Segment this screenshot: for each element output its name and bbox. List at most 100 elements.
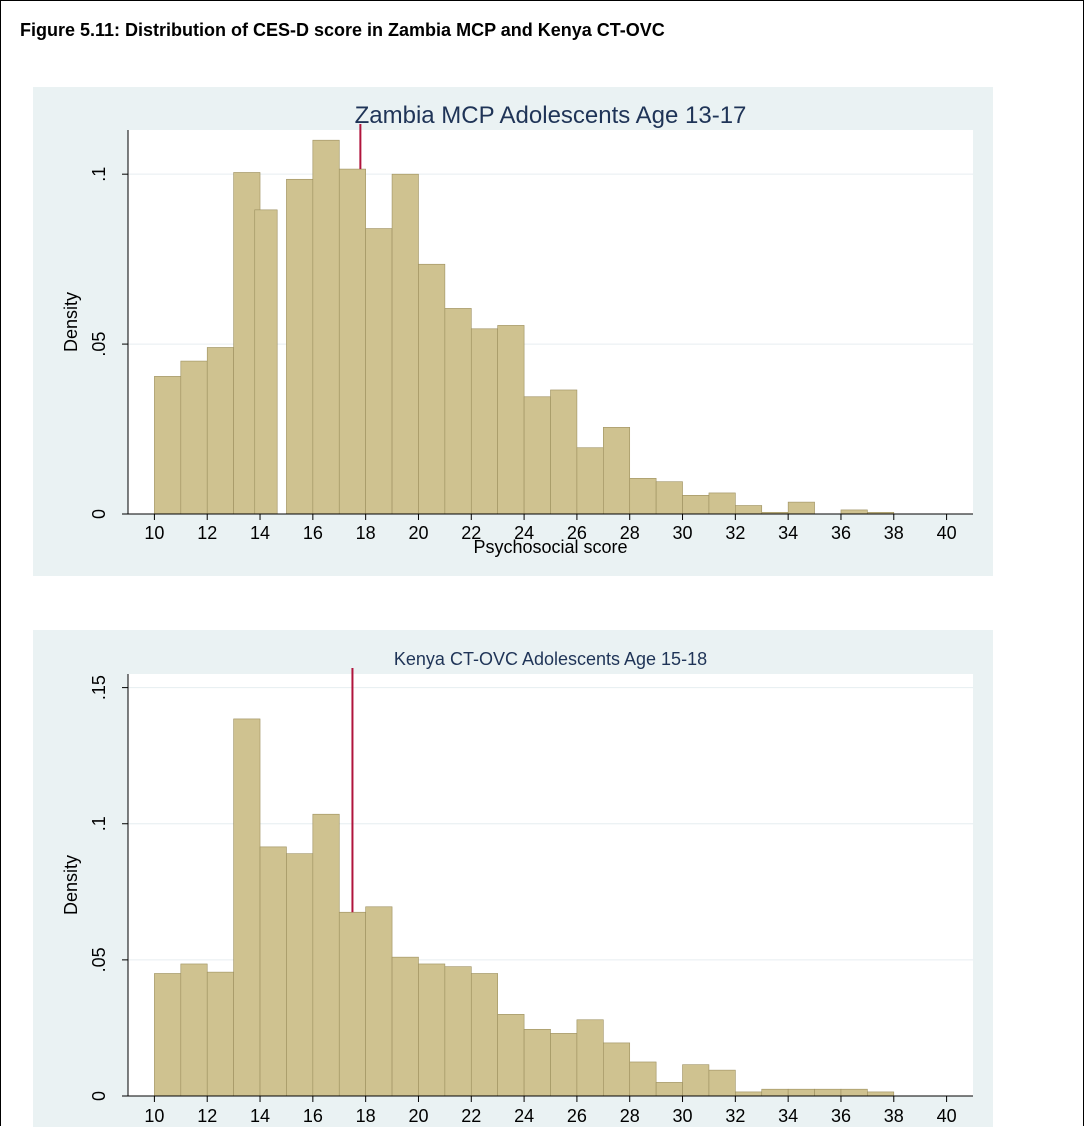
x-tick-label: 14: [250, 523, 270, 543]
histogram-bar: [497, 1014, 525, 1097]
x-tick-label: 10: [144, 523, 164, 543]
histogram-bar: [206, 971, 234, 1097]
x-tick-label: 34: [778, 1106, 798, 1126]
x-tick-label: 38: [884, 523, 904, 543]
y-tick-label: .1: [89, 167, 109, 182]
figure-title: Figure 5.11: Distribution of CES-D score…: [20, 20, 665, 40]
x-tick-label: 18: [356, 523, 376, 543]
histogram-bar: [444, 308, 472, 515]
x-tick-label: 10: [144, 1106, 164, 1126]
histogram-bar: [708, 492, 736, 515]
histogram-bar: [180, 963, 208, 1097]
histogram-bar: [444, 966, 472, 1097]
x-tick-label: 20: [408, 523, 428, 543]
histogram-bar: [312, 139, 340, 515]
histogram-bar: [418, 263, 446, 515]
x-tick-label: 20: [408, 1106, 428, 1126]
histogram-bar: [391, 956, 419, 1097]
x-tick-label: 30: [673, 1106, 693, 1126]
x-tick-label: 16: [303, 1106, 323, 1126]
x-tick-label: 32: [725, 523, 745, 543]
histogram-bar: [497, 325, 525, 515]
histogram-bar: [787, 501, 815, 515]
chart-title: Kenya CT-OVC Adolescents Age 15-18: [394, 649, 707, 669]
histogram-bar: [254, 209, 278, 515]
histogram-bar: [682, 1064, 710, 1097]
x-tick-label: 28: [620, 523, 640, 543]
histogram-bar: [470, 973, 498, 1097]
y-tick-label: .15: [89, 675, 109, 700]
histogram-bar: [154, 376, 182, 515]
histogram-bar: [338, 168, 366, 515]
x-tick-label: 34: [778, 523, 798, 543]
zambia-chart-panel: 10 12 14 16 18 20 22 24 26 28 30 32 34 36 38 40 0 .05 .1 Za…: [33, 87, 993, 576]
histogram-bar: [418, 963, 446, 1097]
histogram-bar: [629, 1061, 657, 1097]
histogram-bar: [655, 481, 683, 515]
x-tick-label: 24: [514, 1106, 534, 1126]
histogram-bar: [787, 1088, 815, 1097]
x-axis-label: Psychosocial score: [473, 537, 627, 557]
histogram-bar: [735, 1091, 763, 1097]
zambia-histogram: 10 12 14 16 18 20 22 24 26 28 30 32 34 36 38 40 0 .05 .1 Za…: [61, 102, 973, 557]
histogram-bar: [576, 447, 604, 515]
histogram-bar: [154, 973, 182, 1097]
histogram-bar: [365, 906, 393, 1097]
y-tick-label: 0: [89, 509, 109, 519]
x-tick-label: 38: [884, 1106, 904, 1126]
histogram-bar: [708, 1069, 736, 1097]
x-tick-label: 30: [673, 523, 693, 543]
x-tick-label: 14: [250, 1106, 270, 1126]
histogram-bar: [470, 328, 498, 515]
x-tick-label: 26: [567, 523, 587, 543]
histogram-bar: [550, 1033, 578, 1097]
histogram-bar: [523, 396, 551, 515]
y-axis-label: Density: [61, 292, 81, 352]
x-tick-label: 32: [725, 1106, 745, 1126]
kenya-chart-panel: 10 12 14 16 18 20 22 24 26 28 30 32 34 36 38 40 0 .05 .1 .1…: [33, 630, 993, 1127]
y-tick-label: 0: [89, 1091, 109, 1101]
histogram-bar: [259, 846, 287, 1097]
histogram-bar: [233, 718, 261, 1097]
histogram-bar: [761, 1088, 789, 1097]
x-tick-label: 36: [831, 523, 851, 543]
y-tick-label: .05: [89, 332, 109, 357]
histogram-bar: [629, 478, 657, 515]
y-axis-label: Density: [61, 855, 81, 915]
histogram-bar: [391, 173, 419, 515]
x-tick-label: 40: [937, 523, 957, 543]
histogram-bar: [365, 228, 393, 515]
y-tick-label: .1: [89, 816, 109, 831]
histogram-bar: [286, 853, 314, 1097]
x-tick-label: 12: [197, 523, 217, 543]
x-tick-label: 12: [197, 1106, 217, 1126]
histogram-bar: [603, 1042, 631, 1097]
histogram-bar: [814, 1088, 842, 1097]
histogram-bar: [312, 813, 340, 1097]
x-tick-label: 40: [937, 1106, 957, 1126]
histogram-bar: [840, 509, 868, 515]
histogram-bar: [840, 1088, 868, 1097]
histogram-bar: [180, 360, 208, 515]
x-tick-label: 18: [356, 1106, 376, 1126]
histogram-bar: [286, 178, 314, 515]
x-tick-label: 24: [514, 523, 534, 543]
histogram-bar: [867, 1091, 895, 1097]
chart-title: Zambia MCP Adolescents Age 13-17: [355, 102, 747, 129]
x-tick-label: 16: [303, 523, 323, 543]
kenya-histogram: 10 12 14 16 18 20 22 24 26 28 30 32 34 36 38 40 0 .05 .1 .1…: [61, 649, 973, 1126]
x-tick-label: 22: [461, 523, 481, 543]
x-tick-label: 28: [620, 1106, 640, 1126]
x-tick-label: 22: [461, 1106, 481, 1126]
x-tick-label: 26: [567, 1106, 587, 1126]
histogram-bar: [576, 1019, 604, 1097]
histogram-bar: [603, 427, 631, 515]
histogram-bar: [735, 505, 763, 515]
x-tick-label: 36: [831, 1106, 851, 1126]
histogram-bar: [206, 347, 234, 515]
histogram-bar: [682, 495, 710, 515]
histogram-bar: [523, 1028, 551, 1097]
histogram-bar: [550, 389, 578, 515]
histogram-bar: [338, 911, 366, 1097]
y-tick-label: .05: [89, 947, 109, 972]
